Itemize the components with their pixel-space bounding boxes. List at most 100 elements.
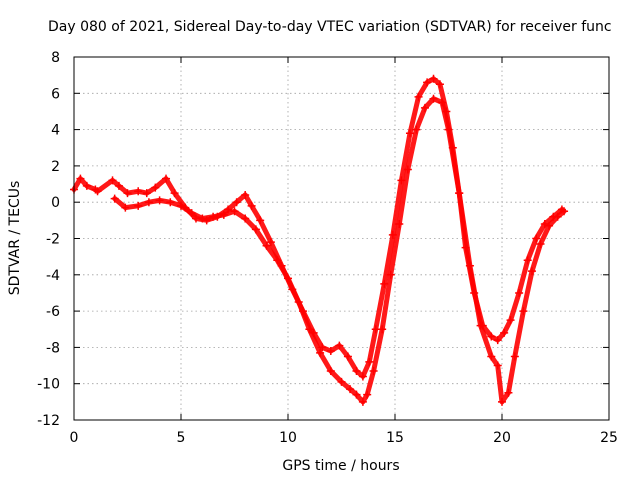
data-point xyxy=(545,221,554,230)
x-tick-label: 0 xyxy=(70,430,79,446)
data-point xyxy=(532,234,541,243)
y-tick-label: -6 xyxy=(46,304,60,320)
data-point xyxy=(500,328,509,337)
data-point xyxy=(378,325,387,334)
data-point xyxy=(429,94,438,103)
data-point xyxy=(262,241,271,250)
data-point xyxy=(523,256,532,265)
series-track-upper xyxy=(70,74,566,381)
data-point xyxy=(358,372,367,381)
data-point xyxy=(93,187,102,196)
data-point xyxy=(386,270,395,279)
data-point xyxy=(429,74,438,83)
data-point xyxy=(346,385,355,394)
data-point xyxy=(241,214,250,223)
data-point xyxy=(326,347,335,356)
data-point xyxy=(232,198,241,207)
data-point xyxy=(198,214,207,223)
data-point xyxy=(121,203,130,212)
data-point xyxy=(241,190,250,199)
data-point xyxy=(337,377,346,386)
data-point xyxy=(536,239,545,248)
data-point xyxy=(510,352,519,361)
data-point xyxy=(493,361,502,370)
data-point xyxy=(465,261,474,270)
y-tick-label: 8 xyxy=(51,50,60,66)
data-point xyxy=(230,207,239,216)
data-point xyxy=(209,212,218,221)
data-point xyxy=(316,348,325,357)
data-point xyxy=(515,288,524,297)
data-point xyxy=(365,357,374,366)
data-point xyxy=(155,196,164,205)
x-tick-label: 15 xyxy=(386,430,404,446)
data-point xyxy=(435,80,444,89)
data-point xyxy=(553,212,562,221)
x-tick-label: 20 xyxy=(493,430,511,446)
data-point xyxy=(170,189,179,198)
data-point xyxy=(423,78,432,87)
data-point xyxy=(284,274,292,283)
data-point xyxy=(412,125,421,134)
data-point xyxy=(108,176,117,185)
data-point xyxy=(455,189,464,198)
data-point xyxy=(294,298,303,307)
x-tick-labels: 0 5 10 15 20 25 xyxy=(70,430,618,446)
data-point xyxy=(420,103,429,112)
data-point xyxy=(498,397,506,406)
data-point xyxy=(369,366,378,375)
data-point xyxy=(177,201,185,210)
data-point xyxy=(358,397,367,406)
data-point xyxy=(519,307,528,316)
y-tick-label: -4 xyxy=(46,268,60,284)
y-tick-label: -10 xyxy=(37,377,60,393)
y-tick-label: -12 xyxy=(37,413,60,429)
data-point xyxy=(151,183,160,192)
data-point xyxy=(114,181,123,190)
data-point xyxy=(560,207,569,216)
data-point xyxy=(142,189,151,198)
data-point xyxy=(343,352,352,361)
data-point xyxy=(187,209,196,218)
data-point xyxy=(134,201,143,210)
data-series xyxy=(70,74,569,406)
data-point xyxy=(273,256,282,265)
data-point xyxy=(444,125,453,134)
y-axis-label: SDTVAR / TECUs xyxy=(7,181,23,296)
series-line xyxy=(71,76,565,379)
data-point xyxy=(110,194,119,203)
plot-frame xyxy=(73,56,610,421)
data-point xyxy=(403,165,412,174)
data-point xyxy=(251,225,260,234)
grid xyxy=(74,57,609,420)
data-point xyxy=(256,216,265,225)
data-point xyxy=(219,210,228,219)
data-point xyxy=(493,336,502,345)
y-tick-label: 4 xyxy=(51,123,60,139)
data-point xyxy=(166,198,175,207)
data-point xyxy=(476,321,485,330)
data-point xyxy=(82,181,91,190)
y-tick-label: 0 xyxy=(51,195,60,211)
data-point xyxy=(144,198,153,207)
data-point xyxy=(352,390,361,399)
data-point xyxy=(395,219,404,228)
data-point xyxy=(326,366,335,375)
data-point xyxy=(438,98,447,107)
data-point xyxy=(266,238,275,247)
x-tick-label: 25 xyxy=(600,430,618,446)
data-point xyxy=(162,174,171,183)
data-point xyxy=(504,388,513,397)
y-tick-label: -2 xyxy=(46,232,60,248)
series-track-lower xyxy=(110,94,569,406)
series-line xyxy=(112,96,567,405)
data-point xyxy=(414,92,423,101)
y-tick-label: 2 xyxy=(51,159,60,175)
y-tick-labels: 8 6 4 2 0 -2 -4 -6 -8 -10 -12 xyxy=(37,50,60,429)
data-point xyxy=(247,201,256,210)
data-point xyxy=(305,325,314,334)
chart-title: Day 080 of 2021, Sidereal Day-to-day VTE… xyxy=(48,19,612,35)
data-point xyxy=(352,366,361,375)
data-point xyxy=(335,341,344,350)
